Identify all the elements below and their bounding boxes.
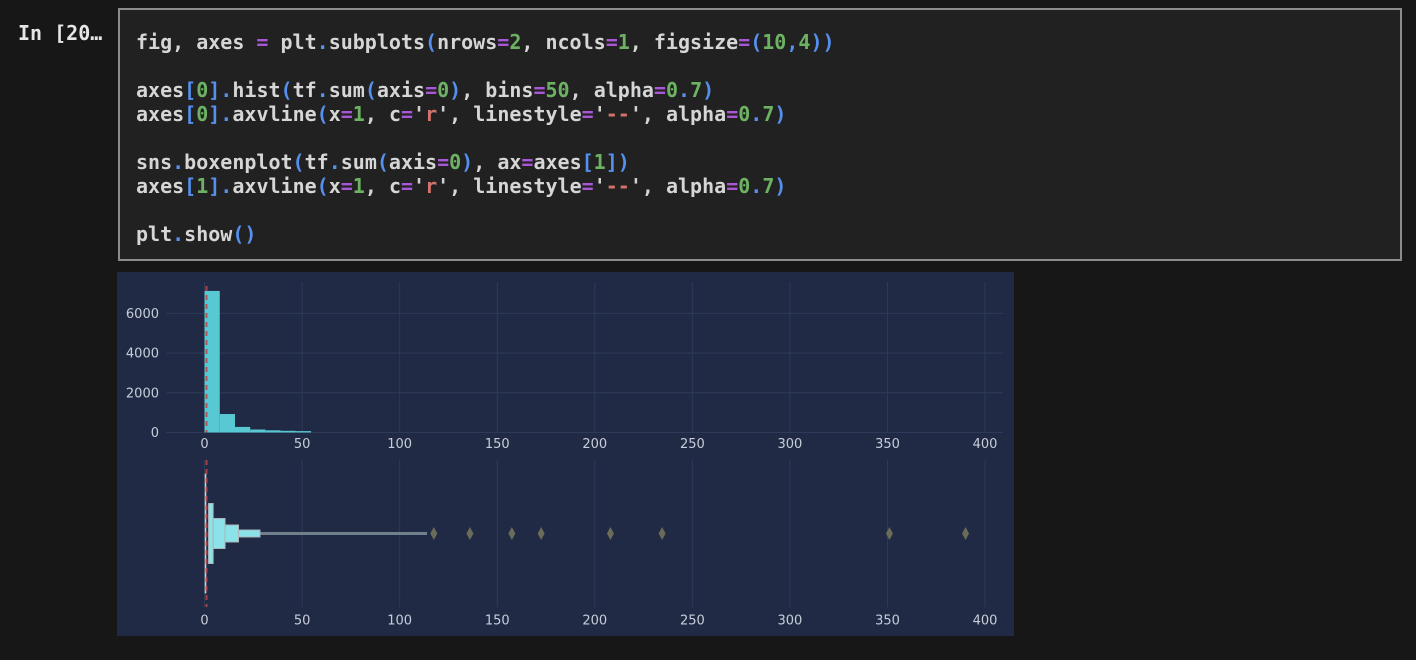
outlier-diamond xyxy=(537,527,545,540)
svg-text:100: 100 xyxy=(387,437,412,452)
code-line: sns.boxenplot(tf.sum(axis=0), ax=axes[1]… xyxy=(136,150,630,174)
code-line: axes[0].hist(tf.sum(axis=0), bins=50, al… xyxy=(136,78,715,102)
outlier-diamond xyxy=(885,527,893,540)
code-line xyxy=(136,54,1400,78)
svg-text:50: 50 xyxy=(294,614,311,629)
code-line: axes[0].axvline(x=1, c='r', linestyle='-… xyxy=(136,102,787,126)
outlier-diamond xyxy=(430,527,438,540)
svg-text:150: 150 xyxy=(485,614,510,629)
code-cell[interactable]: fig, axes = plt.subplots(nrows=2, ncols=… xyxy=(118,8,1402,261)
svg-text:0: 0 xyxy=(151,426,159,441)
hist-bar xyxy=(219,414,235,433)
boxen-outliers xyxy=(430,527,970,540)
hist-bar xyxy=(295,431,312,433)
svg-text:100: 100 xyxy=(387,614,412,629)
cell-prompt: In [20… xyxy=(18,21,103,45)
svg-text:150: 150 xyxy=(485,437,510,452)
code-line xyxy=(136,198,1400,222)
boxen-tail xyxy=(259,532,427,535)
code-editor[interactable]: fig, axes = plt.subplots(nrows=2, ncols=… xyxy=(120,10,1400,246)
boxen-box xyxy=(238,529,261,538)
svg-text:350: 350 xyxy=(875,437,900,452)
histogram-gridlines xyxy=(166,282,1003,433)
boxen-box xyxy=(224,524,240,543)
code-line: fig, axes = plt.subplots(nrows=2, ncols=… xyxy=(136,30,835,54)
svg-text:4000: 4000 xyxy=(126,347,159,362)
svg-text:400: 400 xyxy=(973,437,998,452)
hist-bar xyxy=(265,430,281,433)
boxen-box xyxy=(208,503,214,564)
boxen-tick-labels: 0 50 100 150 200 250 300 350 400 xyxy=(200,614,997,629)
svg-text:50: 50 xyxy=(294,437,311,452)
svg-text:350: 350 xyxy=(875,614,900,629)
code-line: axes[1].axvline(x=1, c='r', linestyle='-… xyxy=(136,174,787,198)
svg-text:400: 400 xyxy=(973,614,998,629)
boxen-box xyxy=(212,518,226,549)
svg-text:250: 250 xyxy=(680,437,705,452)
code-line xyxy=(136,126,1400,150)
svg-text:200: 200 xyxy=(582,437,607,452)
svg-text:6000: 6000 xyxy=(126,307,159,322)
svg-text:0: 0 xyxy=(200,614,208,629)
svg-text:250: 250 xyxy=(680,614,705,629)
hist-bar xyxy=(234,426,251,433)
hist-bar xyxy=(280,430,296,433)
boxen-boxes xyxy=(208,503,261,564)
outlier-diamond xyxy=(466,527,474,540)
hist-bar xyxy=(204,290,220,433)
outlier-diamond xyxy=(606,527,614,540)
outlier-diamond xyxy=(962,527,970,540)
output-figure: 0 2000 4000 6000 0 50 100 150 200 250 300 350 400 0 50… xyxy=(117,272,1014,636)
outlier-diamond xyxy=(658,527,666,540)
svg-text:2000: 2000 xyxy=(126,386,159,401)
code-line: plt.show() xyxy=(136,222,257,246)
hist-bar xyxy=(250,429,266,433)
svg-text:300: 300 xyxy=(778,614,803,629)
svg-text:200: 200 xyxy=(582,614,607,629)
histogram-bars xyxy=(204,290,312,433)
histogram-tick-labels: 0 2000 4000 6000 0 50 100 150 200 250 300 350 400 xyxy=(126,307,998,452)
svg-text:0: 0 xyxy=(200,437,208,452)
outlier-diamond xyxy=(508,527,516,540)
svg-text:300: 300 xyxy=(778,437,803,452)
